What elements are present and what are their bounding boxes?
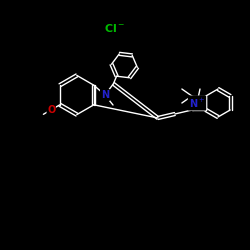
Text: N$^+$: N$^+$ (189, 96, 205, 110)
Text: Cl$^-$: Cl$^-$ (104, 22, 126, 34)
Text: O: O (47, 105, 55, 115)
Text: N: N (101, 90, 109, 100)
